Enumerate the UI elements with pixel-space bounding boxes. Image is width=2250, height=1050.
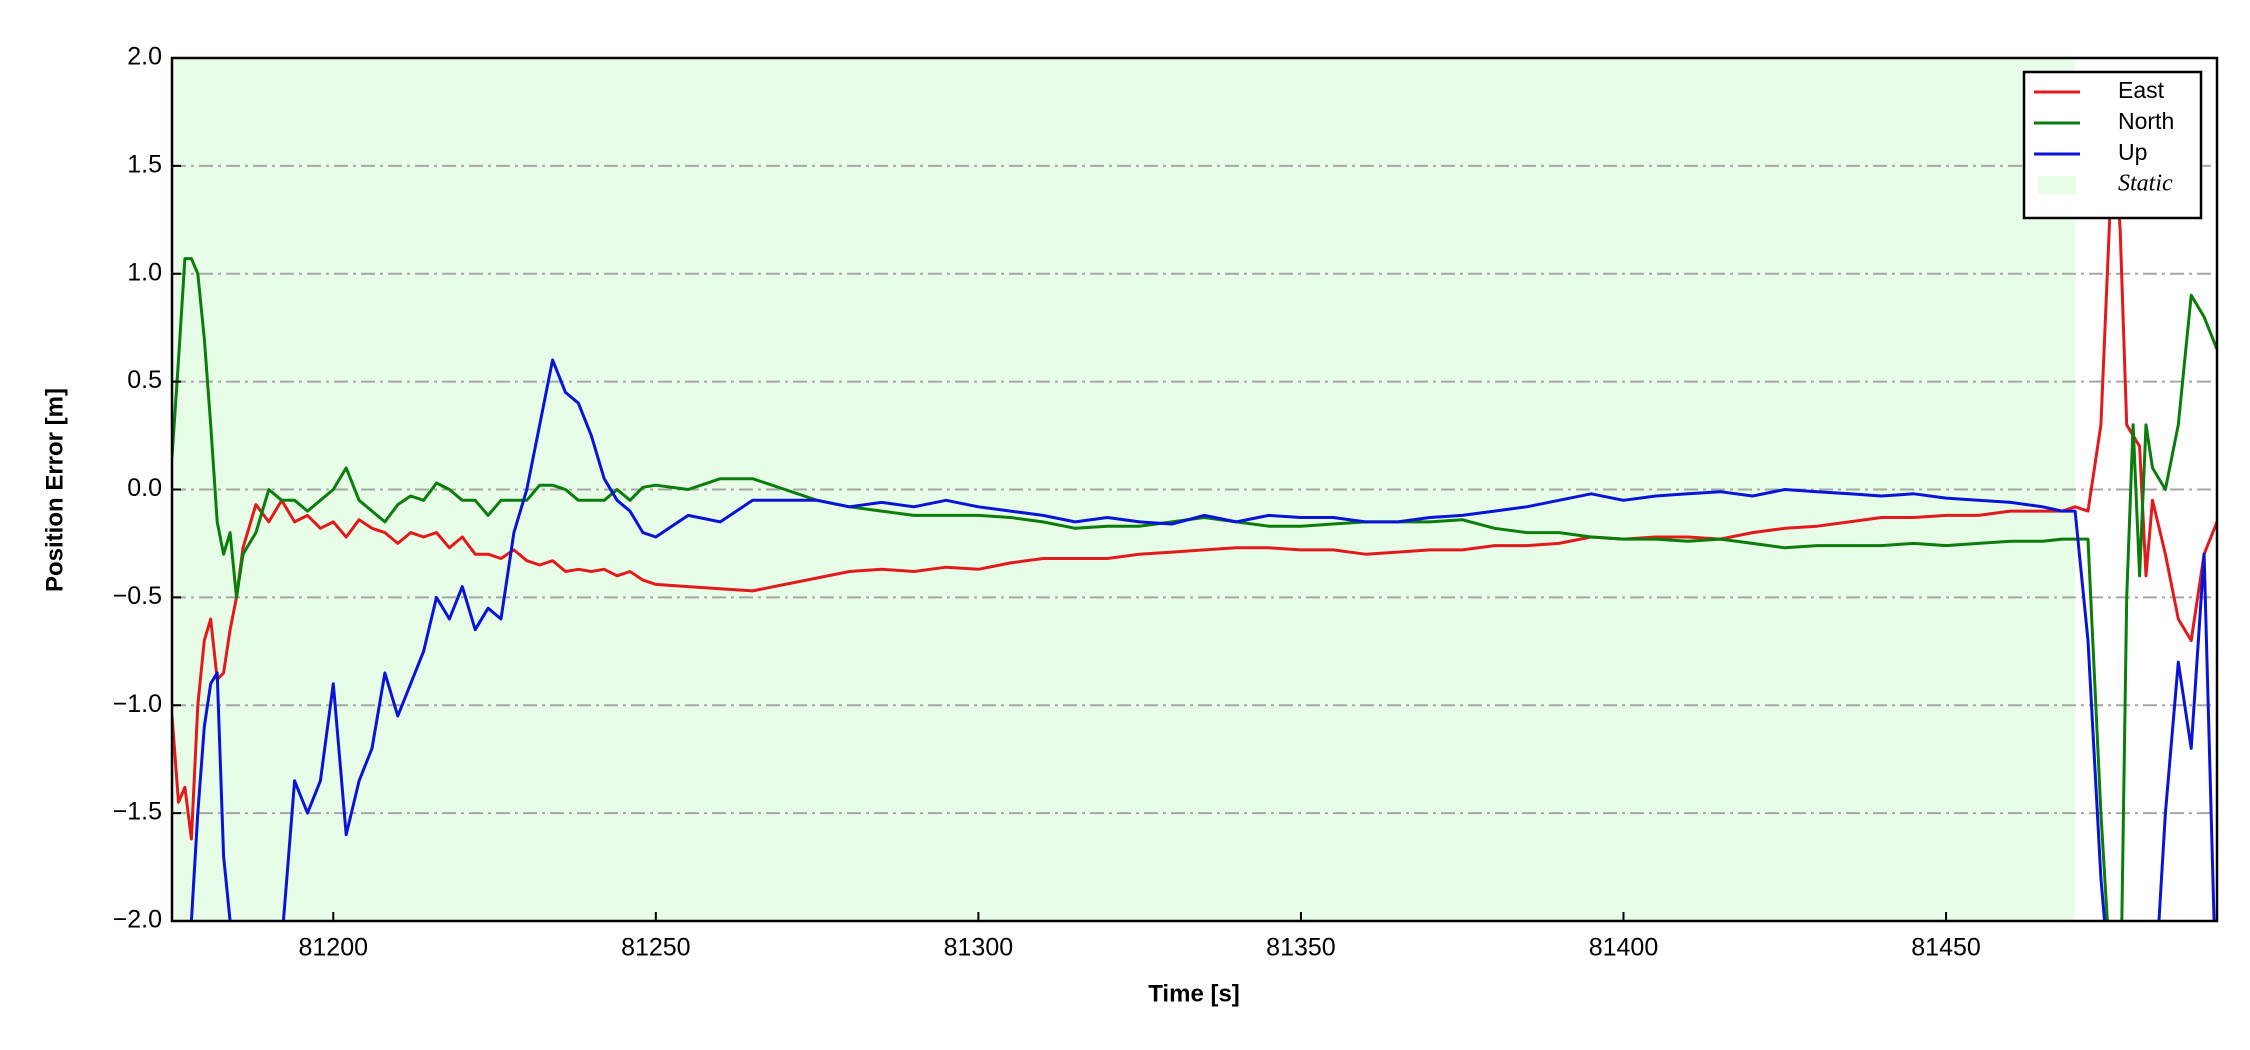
x-tick-label: 81400 <box>1589 934 1659 962</box>
x-tick-label: 81300 <box>944 934 1014 962</box>
x-tick-label: 81450 <box>1911 934 1981 962</box>
series-line <box>189 358 2216 921</box>
x-tick-label: 81250 <box>621 934 691 962</box>
plot-lines <box>172 121 2217 921</box>
y-axis-label: Position Error [m] <box>41 388 68 592</box>
y-tick-label: 2.0 <box>127 43 162 71</box>
legend-label: Up <box>2118 139 2147 165</box>
y-tick-label: −2.0 <box>113 906 162 934</box>
series-line <box>172 121 2217 841</box>
y-tick-label: −1.0 <box>113 690 162 718</box>
legend-label: North <box>2118 108 2174 134</box>
legend-box <box>2022 70 2203 220</box>
x-tick-label: 81350 <box>1266 934 1336 962</box>
x-tick-label: 81200 <box>299 934 369 962</box>
legend-label: East <box>2118 77 2165 103</box>
y-tick-label: 1.0 <box>127 258 162 286</box>
legend-swatch <box>2038 176 2076 194</box>
series-line <box>172 257 2217 921</box>
y-tick-label: 1.5 <box>127 150 162 178</box>
x-axis-label: Time [s] <box>1148 980 1240 1007</box>
plot-frame <box>170 56 2219 923</box>
y-tick-label: 0.0 <box>127 474 162 502</box>
y-tick-label: −1.5 <box>113 798 162 826</box>
y-tick-label: 0.5 <box>127 366 162 394</box>
axes: −2.0 −1.5 −1.0 −0.5 0.0 0.5 1.0 1.5 2.0 81200 8125… <box>113 43 2219 962</box>
plot-background <box>172 58 2217 921</box>
legend-label: Static <box>2118 171 2173 197</box>
y-tick-label: −0.5 <box>113 582 162 610</box>
